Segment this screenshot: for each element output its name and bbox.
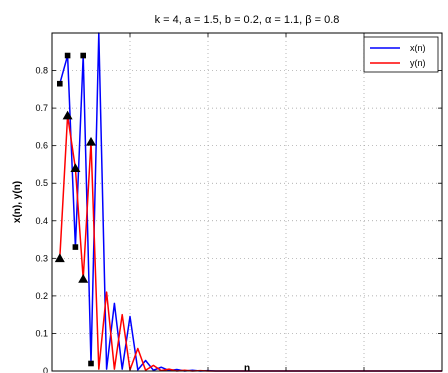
triangle-marker bbox=[54, 253, 65, 263]
y-tick-label: 0.2 bbox=[35, 291, 48, 301]
y-tick-label: 0.7 bbox=[35, 103, 48, 113]
y-tick-label: 0.3 bbox=[35, 253, 48, 263]
x-axis-label: n bbox=[244, 363, 250, 373]
triangle-marker bbox=[78, 273, 89, 283]
y-tick-label: 0.1 bbox=[35, 328, 48, 338]
legend: x(n) y(n) bbox=[363, 36, 439, 73]
triangle-marker bbox=[86, 136, 96, 146]
triangle-marker bbox=[70, 163, 81, 172]
square-marker bbox=[88, 360, 94, 367]
grid bbox=[52, 33, 442, 371]
plot-frame bbox=[51, 32, 443, 372]
square-marker bbox=[72, 244, 79, 250]
marker-group bbox=[54, 52, 96, 367]
square-marker bbox=[64, 52, 71, 59]
square-marker bbox=[80, 52, 86, 59]
y-tick-label: 0.4 bbox=[35, 216, 48, 226]
y-tick-label: 0 bbox=[43, 366, 48, 373]
axis-ticks: 0102030405000.10.20.30.40.50.60.70.8 bbox=[35, 33, 443, 373]
triangle-marker bbox=[62, 110, 73, 120]
square-marker bbox=[57, 80, 63, 87]
legend-label-x: x(n) bbox=[410, 43, 426, 53]
y-tick-label: 0.8 bbox=[35, 66, 48, 76]
y-axis-label: x(n), y(n) bbox=[12, 181, 23, 223]
plot-area bbox=[52, 33, 442, 371]
legend-label-y: y(n) bbox=[410, 58, 426, 68]
y-tick-label: 0.6 bbox=[35, 141, 48, 151]
y-tick-label: 0.5 bbox=[35, 178, 48, 188]
chart-title: k = 4, a = 1.5, b = 0.2, α = 1.1, β = 0.… bbox=[155, 14, 340, 26]
legend-box bbox=[363, 36, 439, 73]
